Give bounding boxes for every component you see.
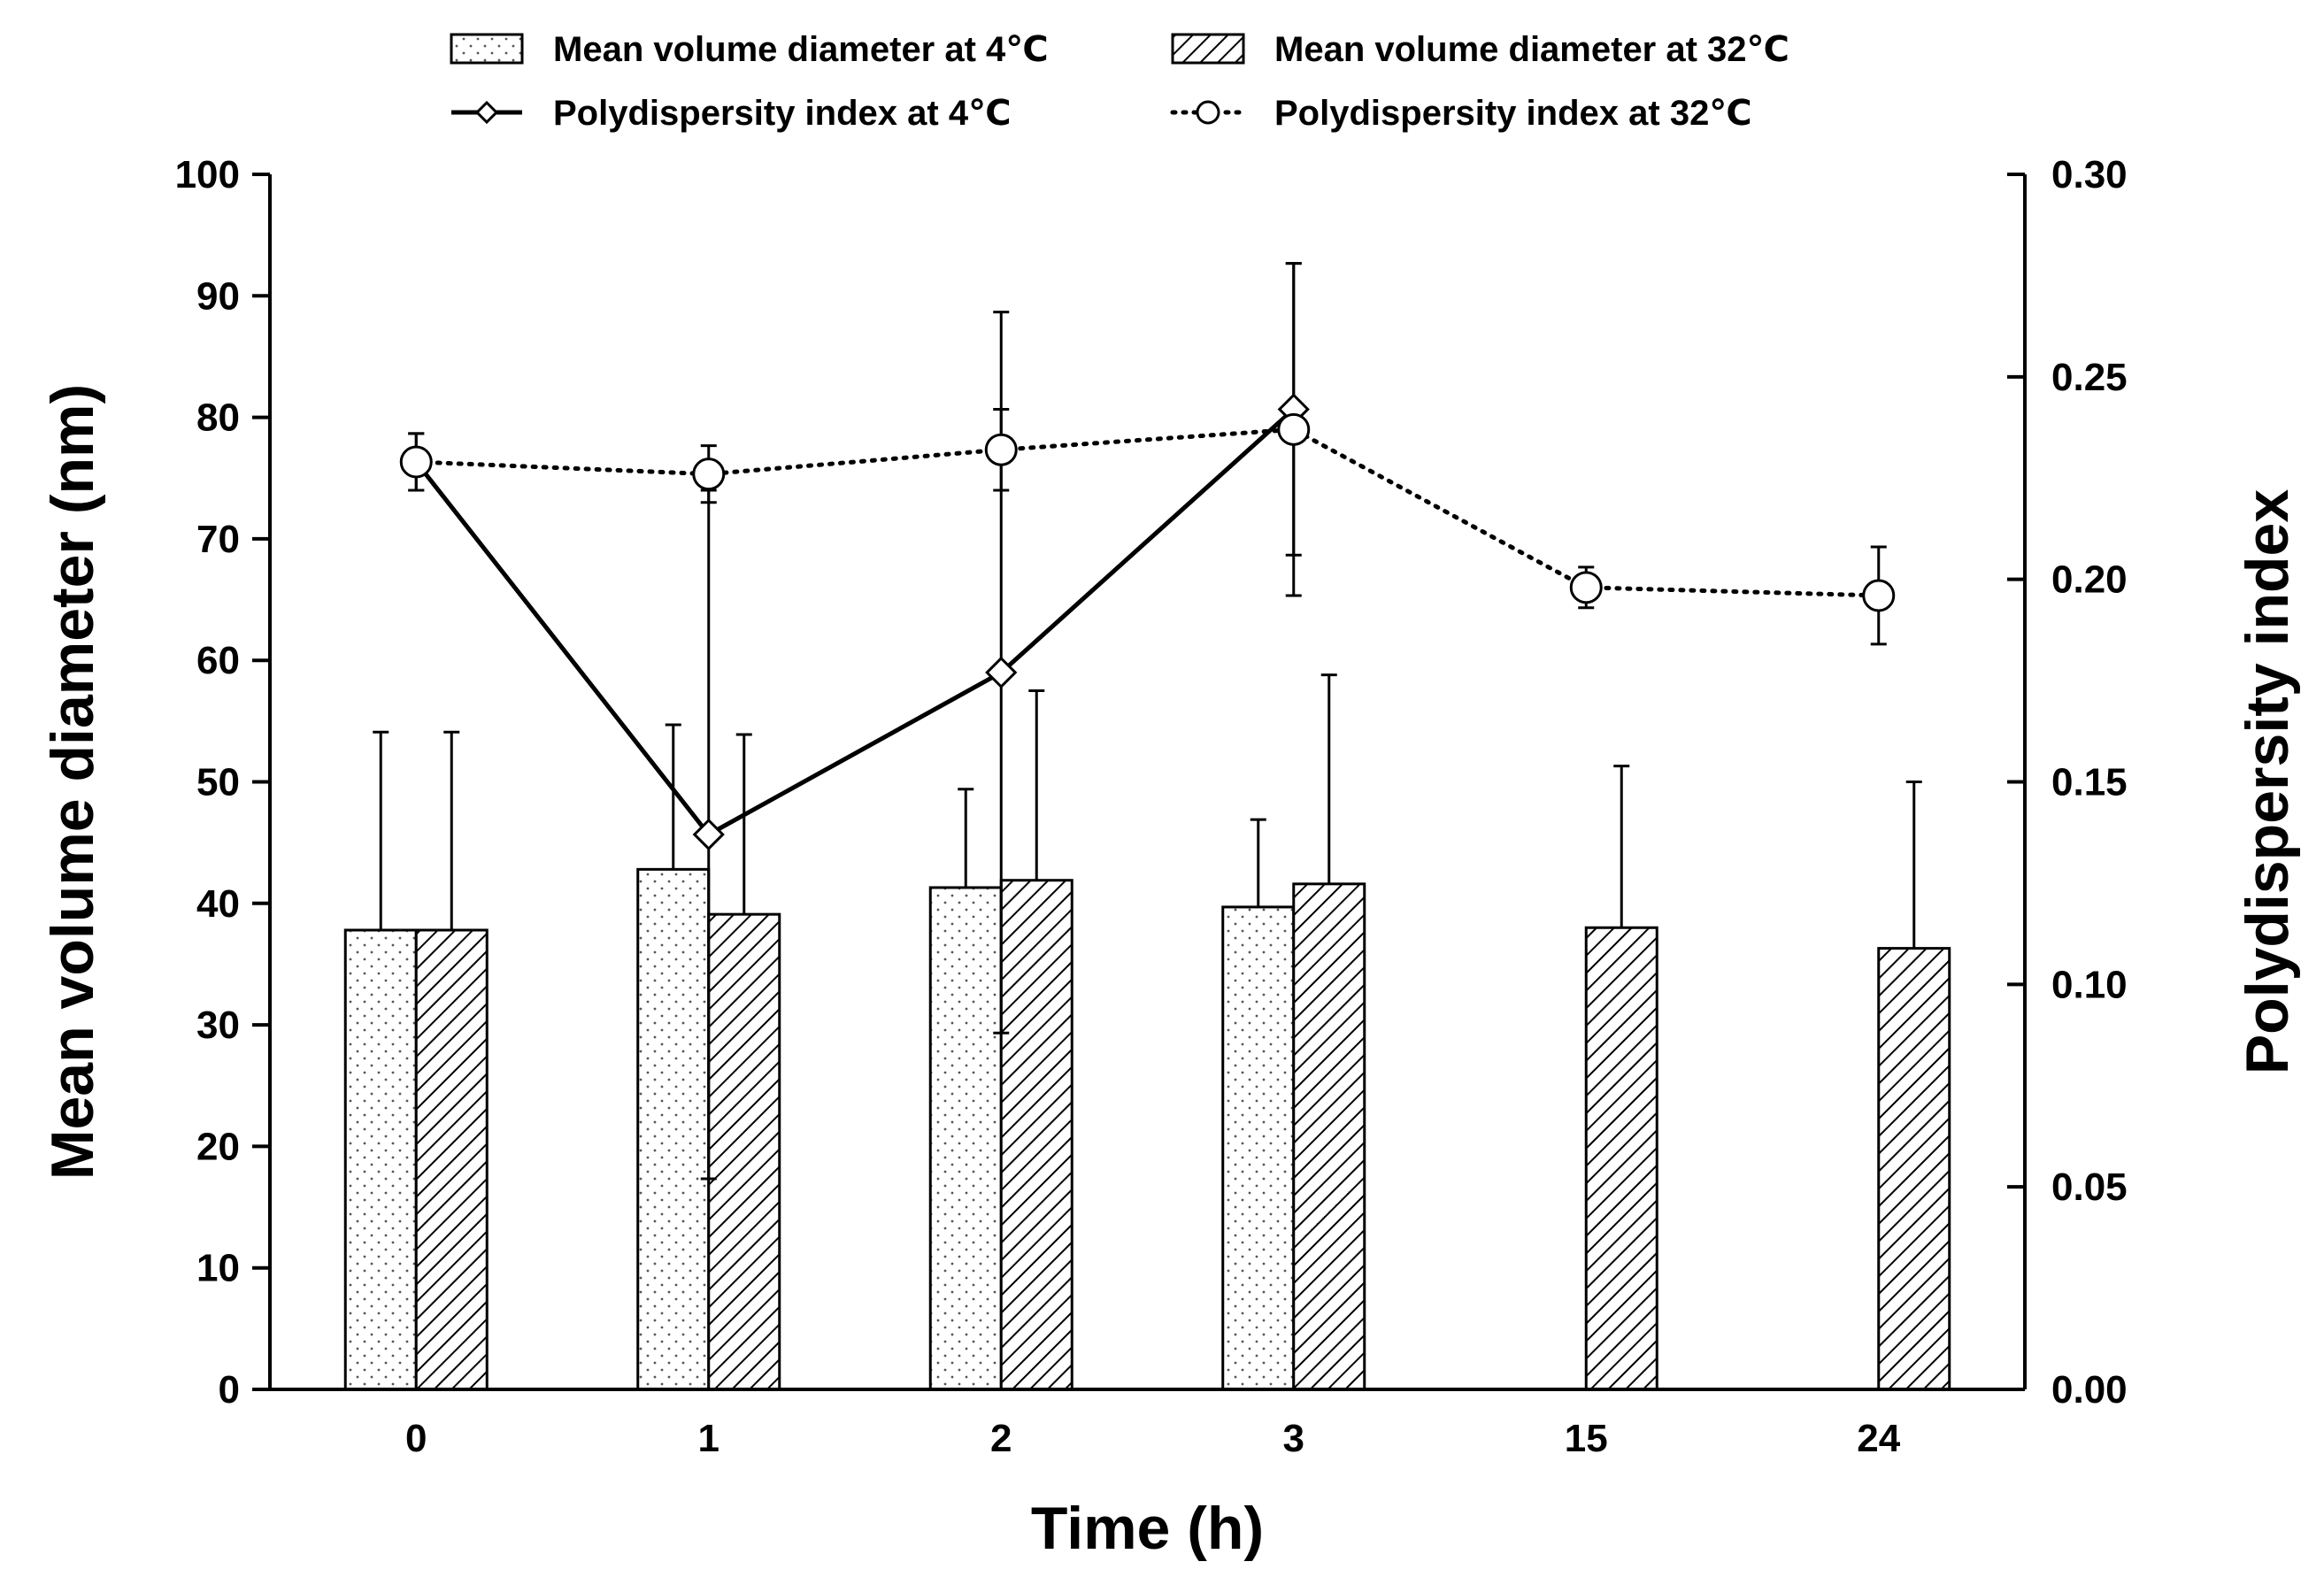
y2-axis-title: Polydispersity index bbox=[2234, 489, 2301, 1075]
legend-swatch-hatch bbox=[1171, 33, 1245, 65]
y2-tick-label-0.30: 0.30 bbox=[2051, 153, 2128, 196]
pdi-marker-circle-15 bbox=[1569, 571, 1603, 604]
y-tick-label-20: 20 bbox=[196, 1125, 240, 1168]
y2-tick-label-0.10: 0.10 bbox=[2051, 963, 2128, 1006]
pdi-marker-circle-24 bbox=[1862, 579, 1896, 612]
pdi-marker-diamond-2 bbox=[985, 656, 1018, 689]
x-axis-title: Time (h) bbox=[1031, 1495, 1264, 1562]
y-tick-label-30: 30 bbox=[196, 1004, 240, 1047]
legend: Mean volume diameter at 4℃ Mean volume di… bbox=[450, 30, 1789, 133]
bar-dots-3 bbox=[1221, 905, 1296, 1391]
legend-item-3: Polydispersity index at 32℃ bbox=[1170, 94, 1752, 133]
y-tick-label-80: 80 bbox=[196, 396, 240, 440]
x-tick-label-24: 24 bbox=[1857, 1417, 1900, 1460]
y-axis-title: Mean volume diameter (nm) bbox=[39, 384, 106, 1180]
x-tick-label-15: 15 bbox=[1565, 1417, 1608, 1460]
legend-label-0: Mean volume diameter at 4℃ bbox=[553, 30, 1049, 69]
legend-item-1: Mean volume diameter at 32℃ bbox=[1171, 30, 1789, 69]
pdi-marker-diamond-1 bbox=[692, 818, 725, 851]
legend-swatch-dots bbox=[450, 33, 524, 65]
pdi-line-circle bbox=[413, 427, 1882, 598]
y-tick-label-90: 90 bbox=[196, 274, 240, 318]
pdi-line-diamond bbox=[414, 407, 1296, 838]
bar-hatch-15 bbox=[1584, 926, 1658, 1391]
x-tick-label-2: 2 bbox=[990, 1417, 1012, 1460]
bar-dots-2 bbox=[928, 886, 1003, 1391]
pdi-marker-circle-2 bbox=[984, 433, 1018, 466]
bar-hatch-24 bbox=[1877, 947, 1951, 1391]
legend-marker-circle bbox=[1196, 100, 1220, 125]
y2-tick-label-0.00: 0.00 bbox=[2051, 1368, 2128, 1412]
y2-tick-label-0.20: 0.20 bbox=[2051, 558, 2128, 602]
y2-tick-label-0.05: 0.05 bbox=[2051, 1165, 2128, 1209]
legend-label-1: Mean volume diameter at 32℃ bbox=[1274, 30, 1789, 69]
y-tick-label-40: 40 bbox=[196, 882, 240, 926]
y-tick-label-70: 70 bbox=[196, 518, 240, 561]
y2-tick-label-0.25: 0.25 bbox=[2051, 356, 2128, 399]
bar-hatch-2 bbox=[999, 879, 1074, 1391]
x-tick-label-1: 1 bbox=[698, 1417, 720, 1460]
legend-label-2: Polydispersity index at 4℃ bbox=[553, 94, 1012, 133]
legend-item-2: Polydispersity index at 4℃ bbox=[451, 94, 1012, 133]
y-tick-label-0: 0 bbox=[219, 1368, 240, 1412]
legend-item-0: Mean volume diameter at 4℃ bbox=[450, 30, 1049, 69]
y-tick-label-10: 10 bbox=[196, 1247, 240, 1290]
bar-dots-0 bbox=[343, 928, 418, 1391]
legend-label-3: Polydispersity index at 32℃ bbox=[1274, 94, 1752, 133]
pdi-marker-circle-3 bbox=[1277, 412, 1311, 446]
y-tick-label-60: 60 bbox=[196, 639, 240, 682]
legend-marker-diamond bbox=[474, 100, 499, 125]
pdi-marker-circle-0 bbox=[399, 445, 433, 479]
y-tick-label-100: 100 bbox=[175, 153, 240, 196]
bar-dots-1 bbox=[636, 867, 711, 1391]
pdi-marker-circle-1 bbox=[692, 458, 726, 491]
y-tick-label-50: 50 bbox=[196, 761, 240, 804]
bar-hatch-0 bbox=[414, 928, 489, 1391]
bar-hatch-1 bbox=[707, 912, 781, 1391]
y2-tick-label-0.15: 0.15 bbox=[2051, 761, 2128, 804]
x-tick-label-0: 0 bbox=[405, 1417, 427, 1460]
x-tick-label-3: 3 bbox=[1283, 1417, 1304, 1460]
bar-hatch-3 bbox=[1292, 882, 1366, 1391]
